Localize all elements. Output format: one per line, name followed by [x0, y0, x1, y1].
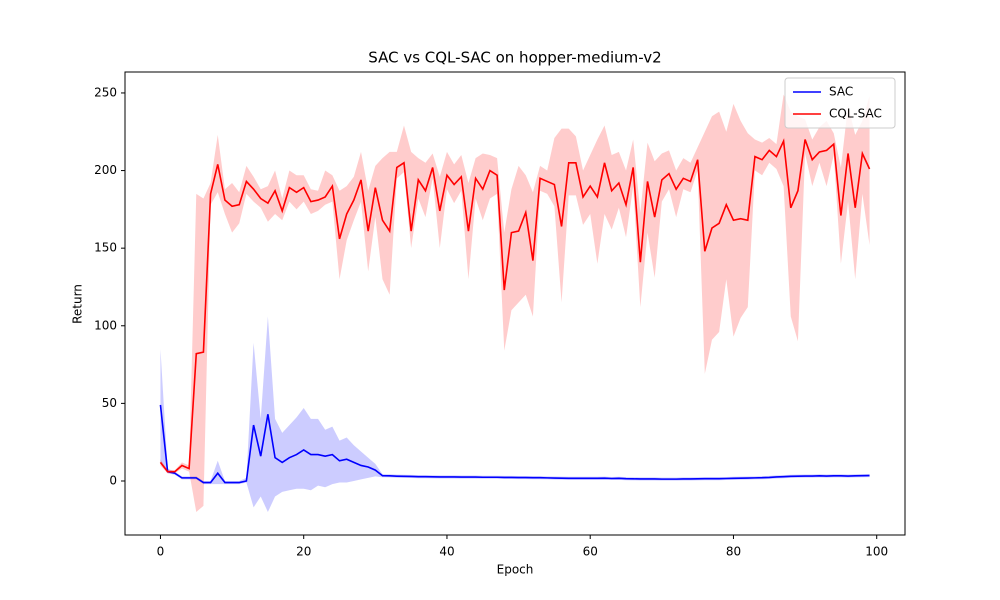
y-tick-label: 200: [94, 163, 117, 177]
x-axis-label: Epoch: [497, 563, 534, 577]
x-tick-label: 100: [865, 545, 888, 559]
y-tick-label: 50: [102, 396, 117, 410]
x-tick-label: 60: [583, 545, 598, 559]
confidence-band: [160, 316, 870, 513]
legend-label: CQL-SAC: [829, 107, 882, 121]
x-tick-label: 0: [157, 545, 165, 559]
y-tick-label: 150: [94, 241, 117, 255]
y-tick-label: 0: [109, 473, 117, 487]
chart-title: SAC vs CQL-SAC on hopper-medium-v2: [368, 49, 661, 67]
legend-box: [784, 77, 896, 129]
x-tick-label: 20: [296, 545, 311, 559]
x-tick-label: 80: [726, 545, 741, 559]
confidence-band: [160, 94, 870, 513]
plot-frame: [124, 71, 906, 536]
series-line: [159, 138, 871, 473]
legend: SAC CQL-SAC: [784, 77, 896, 129]
y-tick-label: 100: [94, 318, 117, 332]
x-tick-label: 40: [439, 545, 454, 559]
y-tick-label: 250: [94, 85, 117, 99]
legend-label: SAC: [829, 85, 853, 99]
series-line: [159, 404, 870, 484]
y-axis-label: Return: [71, 284, 85, 324]
